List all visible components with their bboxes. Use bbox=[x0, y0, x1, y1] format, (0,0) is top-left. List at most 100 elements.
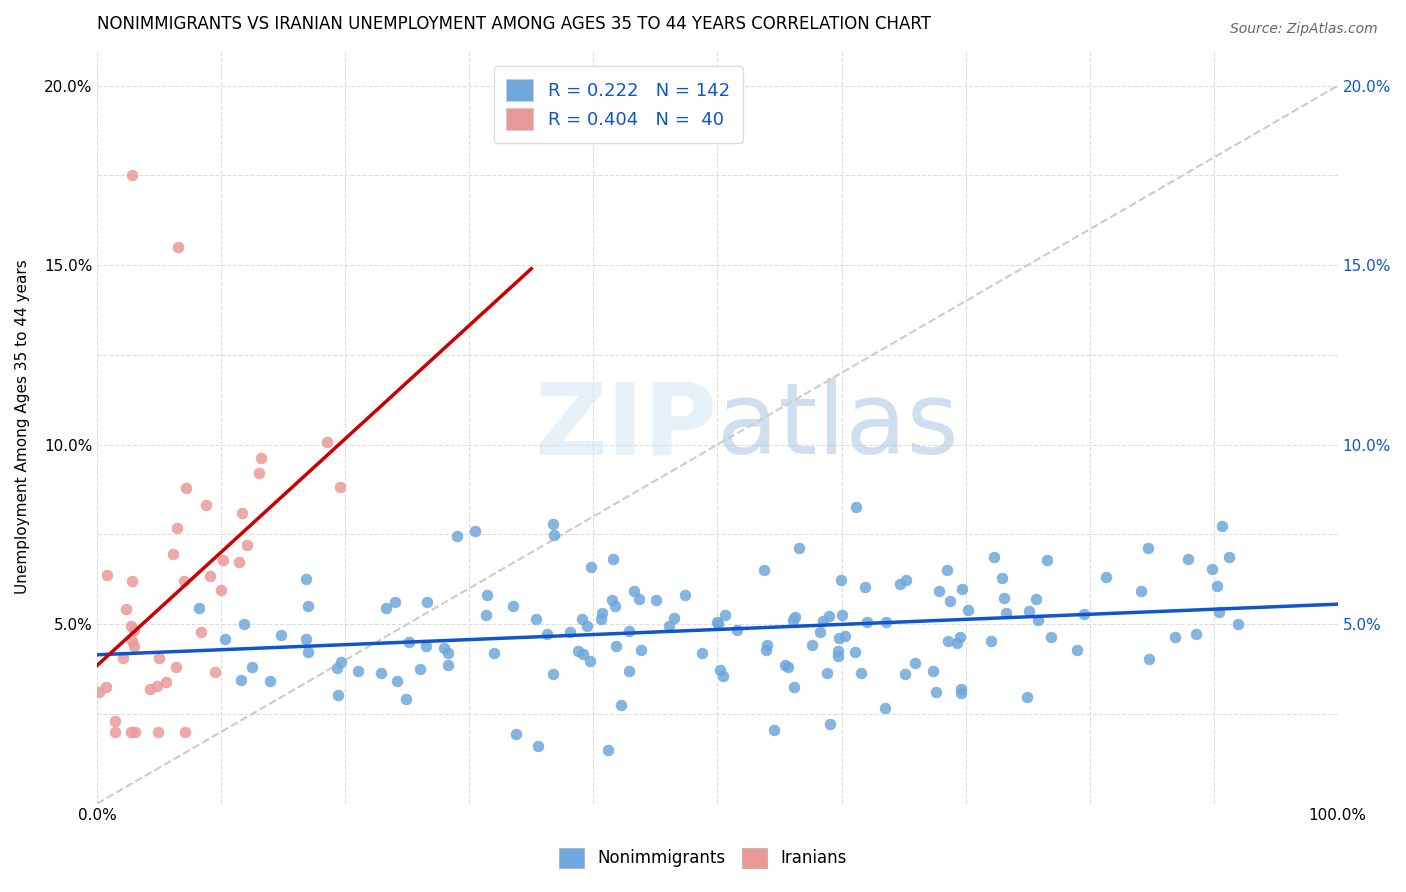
Point bbox=[994, 607, 1017, 621]
Point bbox=[1208, 605, 1230, 619]
Point bbox=[505, 727, 527, 741]
Point bbox=[645, 593, 668, 607]
Point bbox=[849, 666, 872, 681]
Point bbox=[662, 611, 685, 625]
Point bbox=[415, 639, 437, 653]
Point bbox=[596, 743, 619, 757]
Point bbox=[543, 528, 565, 542]
Point bbox=[782, 613, 804, 627]
Point bbox=[155, 674, 177, 689]
Point bbox=[297, 599, 319, 614]
Point bbox=[437, 646, 460, 660]
Point bbox=[166, 521, 188, 535]
Point bbox=[527, 739, 550, 753]
Point bbox=[725, 623, 748, 637]
Point bbox=[628, 592, 651, 607]
Point bbox=[325, 661, 347, 675]
Point bbox=[1201, 562, 1223, 576]
Point bbox=[1129, 584, 1152, 599]
Point bbox=[188, 601, 211, 615]
Point bbox=[875, 701, 897, 715]
Point bbox=[524, 612, 547, 626]
Point bbox=[605, 639, 627, 653]
Point bbox=[104, 724, 127, 739]
Point bbox=[1015, 690, 1038, 704]
Point bbox=[1094, 570, 1116, 584]
Legend: Nonimmigrants, Iranians: Nonimmigrants, Iranians bbox=[553, 841, 853, 875]
Point bbox=[120, 618, 142, 632]
Point bbox=[773, 657, 796, 672]
Point bbox=[446, 529, 468, 543]
Point bbox=[384, 595, 406, 609]
Point bbox=[949, 686, 972, 700]
Point bbox=[122, 623, 145, 637]
Point bbox=[1163, 631, 1185, 645]
Point bbox=[121, 574, 143, 589]
Point bbox=[315, 434, 337, 449]
Point bbox=[228, 555, 250, 569]
Point bbox=[834, 629, 856, 643]
Point bbox=[87, 685, 110, 699]
Point bbox=[630, 643, 652, 657]
Point bbox=[270, 628, 292, 642]
Point bbox=[783, 610, 806, 624]
Point bbox=[853, 580, 876, 594]
Point bbox=[204, 665, 226, 679]
Point bbox=[925, 685, 948, 699]
Point bbox=[326, 688, 349, 702]
Point bbox=[474, 607, 496, 622]
Point bbox=[229, 673, 252, 687]
Point bbox=[922, 664, 945, 678]
Point bbox=[536, 627, 558, 641]
Point bbox=[623, 584, 645, 599]
Point bbox=[783, 680, 806, 694]
Point bbox=[541, 516, 564, 531]
Point bbox=[827, 644, 849, 658]
Point bbox=[706, 615, 728, 630]
Point bbox=[956, 603, 979, 617]
Point bbox=[828, 631, 851, 645]
Point bbox=[844, 645, 866, 659]
Point bbox=[827, 649, 849, 664]
Point bbox=[112, 650, 135, 665]
Text: Source: ZipAtlas.com: Source: ZipAtlas.com bbox=[1230, 22, 1378, 37]
Text: NONIMMIGRANTS VS IRANIAN UNEMPLOYMENT AMONG AGES 35 TO 44 YEARS CORRELATION CHAR: NONIMMIGRANTS VS IRANIAN UNEMPLOYMENT AM… bbox=[97, 15, 931, 33]
Point bbox=[709, 663, 731, 677]
Text: atlas: atlas bbox=[717, 378, 959, 475]
Point bbox=[212, 553, 235, 567]
Point bbox=[165, 660, 187, 674]
Point bbox=[120, 724, 142, 739]
Point bbox=[776, 660, 799, 674]
Point bbox=[214, 632, 236, 646]
Point bbox=[235, 538, 257, 552]
Point bbox=[173, 574, 195, 588]
Point bbox=[96, 568, 118, 582]
Point bbox=[1185, 626, 1208, 640]
Point bbox=[673, 587, 696, 601]
Point bbox=[297, 645, 319, 659]
Point bbox=[1025, 592, 1047, 607]
Point bbox=[233, 617, 256, 632]
Point bbox=[619, 664, 641, 678]
Legend: R = 0.222   N = 142, R = 0.404   N =  40: R = 0.222 N = 142, R = 0.404 N = 40 bbox=[494, 66, 742, 143]
Point bbox=[103, 714, 125, 728]
Point bbox=[385, 673, 408, 688]
Point bbox=[1177, 552, 1199, 566]
Point bbox=[589, 612, 612, 626]
Point bbox=[475, 588, 498, 602]
Point bbox=[567, 643, 589, 657]
Point bbox=[1227, 616, 1250, 631]
Point bbox=[436, 658, 458, 673]
Point bbox=[398, 635, 420, 649]
Point bbox=[894, 667, 917, 681]
Point bbox=[875, 615, 897, 629]
Point bbox=[240, 660, 263, 674]
Point bbox=[247, 466, 270, 480]
Point bbox=[1066, 643, 1088, 657]
Point bbox=[603, 599, 626, 613]
Point bbox=[231, 506, 253, 520]
Point bbox=[619, 624, 641, 639]
Point bbox=[714, 607, 737, 622]
Point bbox=[94, 680, 117, 694]
Point bbox=[259, 673, 281, 688]
